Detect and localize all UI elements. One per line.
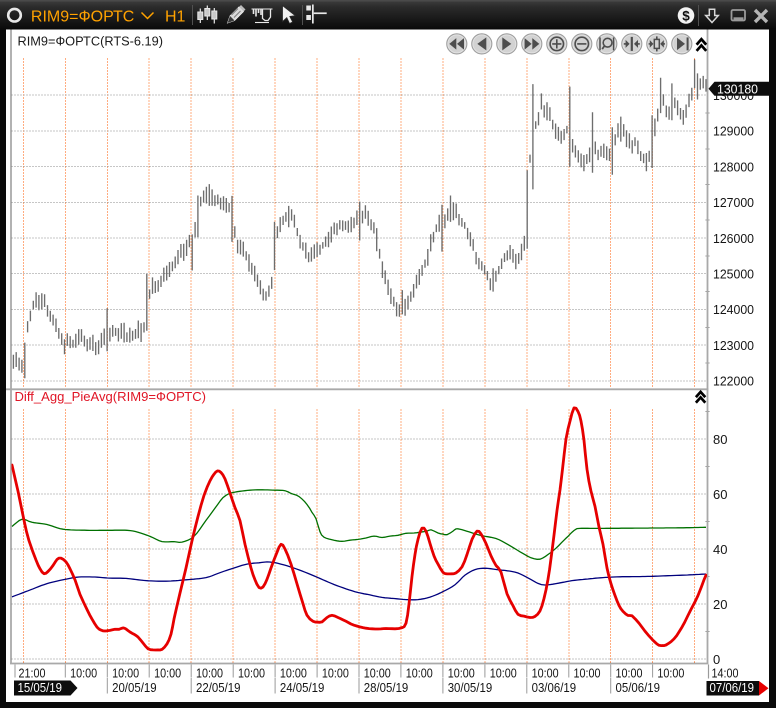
svg-text:10:00: 10:00 — [532, 667, 559, 681]
svg-text:10:00: 10:00 — [657, 667, 684, 681]
svg-text:H1: H1 — [165, 9, 186, 26]
svg-text:10:00: 10:00 — [448, 667, 475, 681]
svg-text:10:00: 10:00 — [70, 667, 97, 681]
svg-text:60: 60 — [713, 487, 727, 502]
svg-text:127000: 127000 — [713, 195, 754, 210]
svg-text:128000: 128000 — [713, 159, 754, 174]
svg-text:Diff_Agg_PieAvg(RIM9=ФОРТС): Diff_Agg_PieAvg(RIM9=ФОРТС) — [15, 389, 207, 404]
svg-text:21:00: 21:00 — [19, 667, 46, 681]
svg-text:03/06/19: 03/06/19 — [532, 681, 577, 695]
svg-text:10:00: 10:00 — [112, 667, 139, 681]
svg-text:RIM9=ФОРТС: RIM9=ФОРТС — [31, 9, 134, 26]
svg-text:10:00: 10:00 — [280, 667, 307, 681]
svg-text:122000: 122000 — [713, 374, 754, 389]
svg-text:129000: 129000 — [713, 124, 754, 139]
svg-text:123000: 123000 — [713, 338, 754, 353]
svg-text:15/05/19: 15/05/19 — [18, 681, 63, 695]
svg-text:28/05/19: 28/05/19 — [364, 681, 409, 695]
svg-text:130180: 130180 — [717, 81, 758, 96]
svg-text:10:00: 10:00 — [364, 667, 391, 681]
svg-text:24/05/19: 24/05/19 — [280, 681, 325, 695]
svg-text:20/05/19: 20/05/19 — [112, 681, 157, 695]
svg-text:22/05/19: 22/05/19 — [196, 681, 241, 695]
svg-text:10:00: 10:00 — [322, 667, 349, 681]
svg-text:10:00: 10:00 — [154, 667, 181, 681]
svg-text:RIM9=ФОРТС(RTS-6.19): RIM9=ФОРТС(RTS-6.19) — [18, 34, 164, 49]
svg-text:124000: 124000 — [713, 302, 754, 317]
svg-text:40: 40 — [713, 542, 727, 557]
svg-text:07/06/19: 07/06/19 — [710, 681, 755, 695]
svg-text:10:00: 10:00 — [490, 667, 517, 681]
svg-text:30/05/19: 30/05/19 — [448, 681, 493, 695]
svg-text:10:00: 10:00 — [574, 667, 601, 681]
svg-text:125000: 125000 — [713, 267, 754, 282]
svg-text:10:00: 10:00 — [616, 667, 643, 681]
svg-text:20: 20 — [713, 597, 727, 612]
svg-text:80: 80 — [713, 432, 727, 447]
svg-text:10:00: 10:00 — [196, 667, 223, 681]
svg-text:10:00: 10:00 — [406, 667, 433, 681]
svg-text:126000: 126000 — [713, 231, 754, 246]
svg-text:10:00: 10:00 — [238, 667, 265, 681]
svg-text:0: 0 — [713, 652, 720, 667]
svg-text:$: $ — [682, 8, 690, 23]
svg-text:05/06/19: 05/06/19 — [616, 681, 661, 695]
svg-text:14:00: 14:00 — [712, 667, 739, 681]
